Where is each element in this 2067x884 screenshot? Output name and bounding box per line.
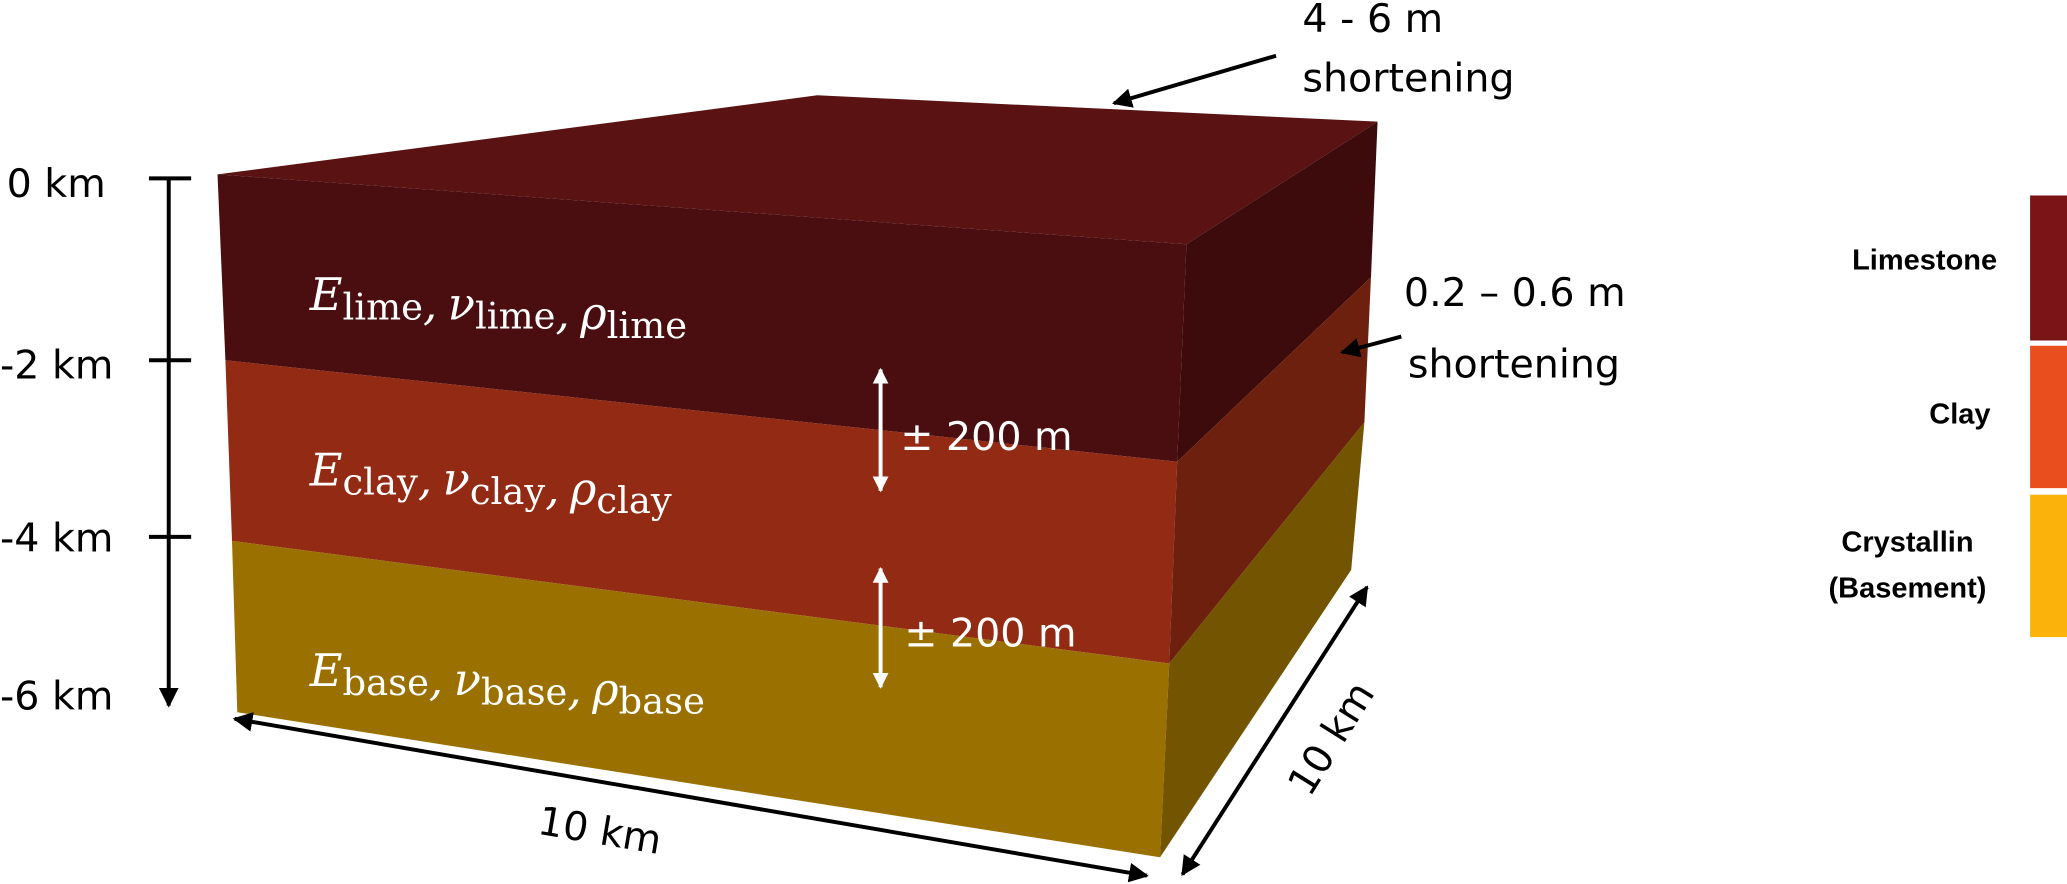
shortening-amount: 4 - 6 m: [1302, 0, 1443, 42]
layer-parameters: Elime, νlime, ρlime: [309, 268, 687, 347]
legend-swatch: [2030, 195, 2067, 341]
separator: ,: [418, 453, 432, 506]
separator: ,: [423, 277, 437, 330]
depth-label: -2 km: [0, 343, 113, 389]
limestone-side: [1177, 121, 1378, 462]
subscript: lime: [607, 304, 687, 347]
shortening-text: shortening: [1408, 341, 1620, 387]
symbol: ρ: [569, 462, 597, 515]
separator: ,: [555, 287, 569, 340]
top-face: [217, 95, 1378, 245]
separator: ,: [429, 653, 443, 706]
symbol: ρ: [579, 287, 607, 340]
subscript: clay: [343, 461, 418, 504]
width-arrow: [232, 712, 1149, 883]
symbol: ν: [454, 653, 481, 706]
depth-label: -6 km: [0, 674, 113, 720]
limestone-front: [217, 174, 1187, 462]
symbol: E: [309, 644, 343, 697]
subscript: base: [481, 670, 567, 713]
symbol: E: [309, 444, 343, 497]
layer-parameters: Eclay, νclay, ρclay: [309, 444, 672, 523]
separator: ,: [545, 462, 559, 515]
shortening-amount: 0.2 – 0.6 m: [1404, 270, 1626, 316]
subscript: lime: [343, 285, 423, 328]
legend-swatch: [2030, 345, 2067, 489]
legend-swatch: [2030, 494, 2067, 638]
interface-label: ± 200 m: [904, 610, 1076, 656]
subscript: base: [619, 680, 705, 723]
legend: Limestone Clay Crystallin (Basement): [1829, 195, 2067, 638]
interface-label: ± 200 m: [900, 414, 1072, 460]
depth-dimension-label: 10 km: [1279, 674, 1384, 804]
shortening-text: shortening: [1302, 55, 1514, 101]
subscript: base: [343, 661, 429, 704]
shortening-arrow: [1340, 334, 1402, 358]
depth-label: -4 km: [0, 515, 113, 561]
subscript: clay: [470, 470, 545, 513]
width-label: 10 km: [535, 798, 665, 864]
subscript: clay: [596, 479, 671, 522]
depth-arrow: [1180, 585, 1369, 877]
legend-label: (Basement): [1829, 573, 1987, 605]
symbol: ρ: [591, 662, 619, 715]
shortening-arrow: [1112, 53, 1277, 108]
symbol: ν: [443, 453, 470, 506]
depth-axis: [148, 176, 192, 708]
layer-parameters: Ebase, νbase, ρbase: [309, 644, 705, 723]
clay-front: [225, 360, 1178, 664]
separator: ,: [567, 662, 581, 715]
legend-label: Clay: [1929, 399, 1990, 431]
subscript: lime: [475, 295, 555, 338]
legend-label: Crystallin: [1841, 526, 1973, 558]
depth-label: 0 km: [7, 161, 106, 207]
clay-side: [1169, 277, 1371, 664]
symbol: E: [309, 268, 343, 321]
symbol: ν: [448, 277, 475, 330]
legend-label: Limestone: [1852, 244, 1997, 276]
